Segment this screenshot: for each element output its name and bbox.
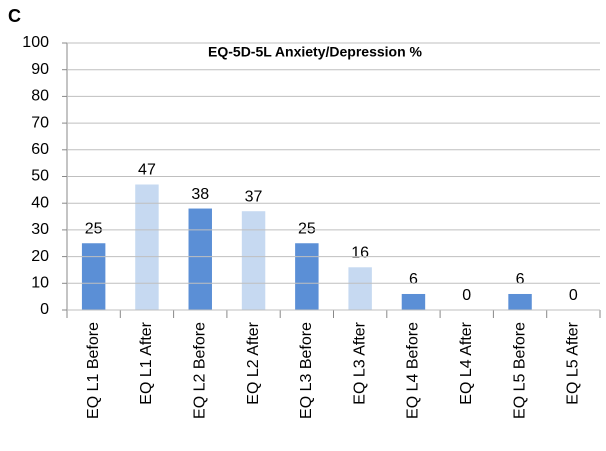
panel-label: C — [8, 6, 21, 26]
y-tick-label: 90 — [31, 61, 49, 78]
bar — [401, 293, 426, 310]
bar — [241, 211, 266, 310]
y-tick-label: 60 — [31, 141, 49, 158]
x-tick-label: EQ L1 After — [138, 321, 155, 404]
bar — [135, 184, 159, 310]
data-label: 6 — [409, 271, 418, 288]
x-tick-label: EQ L5 Before — [511, 322, 528, 419]
data-label: 16 — [351, 244, 369, 261]
bar — [188, 208, 212, 310]
y-tick-label: 50 — [31, 168, 49, 185]
data-label: 47 — [138, 162, 156, 179]
x-tick-label: EQ L1 Before — [85, 322, 102, 419]
data-label: 25 — [85, 220, 103, 237]
data-label: 0 — [569, 287, 578, 304]
y-tick-label: 40 — [31, 194, 49, 211]
y-tick-label: 10 — [31, 275, 49, 292]
x-tick-label: EQ L5 After — [565, 321, 582, 404]
data-label: 6 — [516, 271, 525, 288]
bar — [295, 243, 319, 310]
y-tick-label: 20 — [31, 248, 49, 265]
y-tick-label: 70 — [31, 114, 49, 131]
y-tick-label: 100 — [22, 34, 49, 51]
y-tick-label: 80 — [31, 88, 49, 105]
bar — [508, 293, 532, 310]
bar — [81, 243, 106, 310]
y-tick-label: 0 — [40, 301, 49, 318]
data-label: 0 — [462, 287, 471, 304]
x-tick-label: EQ L4 After — [458, 321, 475, 404]
x-tick-label: EQ L3 Before — [298, 322, 315, 419]
bar — [348, 267, 372, 310]
x-tick-label: EQ L2 Before — [191, 322, 208, 419]
x-tick-label: EQ L2 After — [245, 321, 262, 404]
y-tick-label: 30 — [31, 221, 49, 238]
data-label: 37 — [245, 188, 263, 205]
chart-title: EQ-5D-5L Anxiety/Depression % — [208, 44, 423, 60]
x-tick-label: EQ L3 After — [351, 321, 368, 404]
x-tick-label: EQ L4 Before — [405, 322, 422, 419]
data-label: 38 — [191, 186, 209, 203]
data-label: 25 — [298, 220, 316, 237]
